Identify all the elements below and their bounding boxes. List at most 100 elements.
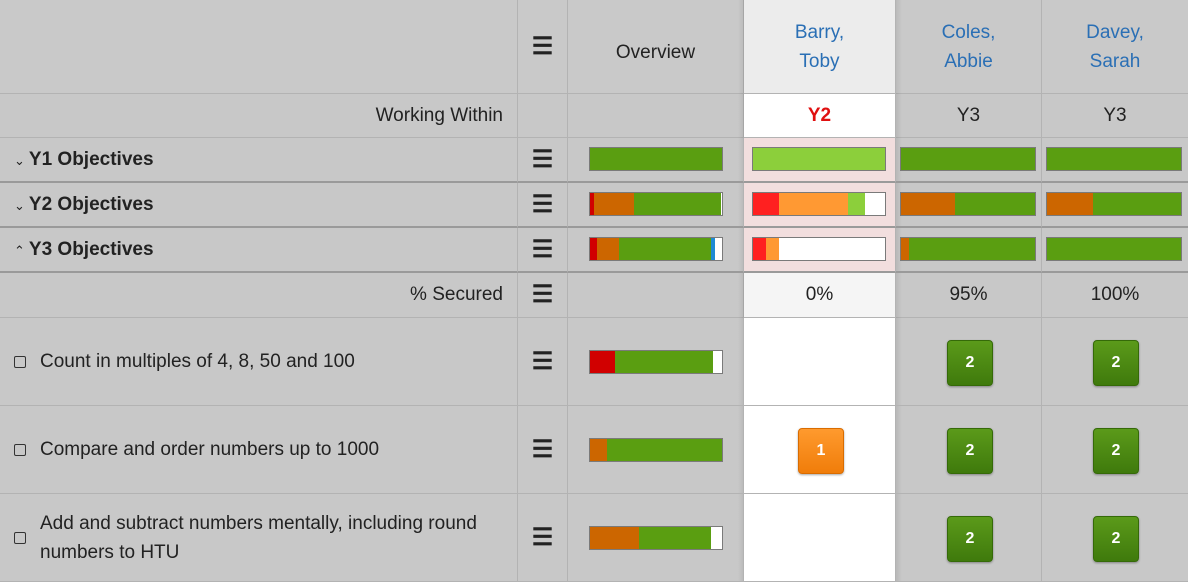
objective-checkbox[interactable] xyxy=(14,531,26,544)
group-menu-button[interactable]: ☰ xyxy=(518,228,568,273)
group-header-1[interactable]: ⌄ Y1 Objectives xyxy=(0,138,518,183)
group-pupil-bar[interactable] xyxy=(900,192,1036,216)
objective-pupil-cell[interactable] xyxy=(744,318,896,406)
white-segment xyxy=(779,238,885,260)
group-overview-cell xyxy=(568,138,744,183)
pupil-header-2[interactable]: Davey, Sarah xyxy=(1042,0,1188,94)
objective-pupil-cell[interactable] xyxy=(744,494,896,582)
working-within-value[interactable]: Y3 xyxy=(1042,94,1188,138)
group-pupil-bar[interactable] xyxy=(900,147,1036,171)
double-chevron-down-icon[interactable]: ⌄ xyxy=(14,152,25,168)
secured-menu-button[interactable]: ☰ xyxy=(518,272,568,318)
objective-row-3[interactable]: Add and subtract numbers mentally, inclu… xyxy=(0,494,518,582)
attainment-badge[interactable]: 2 xyxy=(1093,428,1139,474)
group-header-3[interactable]: ⌃ Y3 Objectives xyxy=(0,228,518,273)
header-menu-button[interactable]: ☰ xyxy=(518,0,568,94)
group-pupil-bar[interactable] xyxy=(900,237,1036,261)
objective-overview-bar[interactable] xyxy=(589,526,723,550)
group-pupil-bar[interactable] xyxy=(1046,192,1182,216)
hamburger-icon: ☰ xyxy=(531,436,554,463)
green-segment xyxy=(638,527,712,549)
red-segment xyxy=(590,238,597,260)
objective-checkbox[interactable] xyxy=(14,355,26,368)
objective-pupil-cell[interactable] xyxy=(1042,318,1188,406)
pupil-header-1[interactable]: Coles, Abbie xyxy=(896,0,1042,94)
objective-pupil-cell[interactable] xyxy=(896,406,1042,494)
green-segment xyxy=(1047,148,1181,170)
secured-overview-cell xyxy=(568,272,744,318)
green-segment xyxy=(619,238,712,260)
green-segment xyxy=(954,193,1035,215)
attainment-badge[interactable]: 2 xyxy=(947,428,993,474)
group-overview-bar[interactable] xyxy=(589,237,723,261)
group-pupil-bar[interactable] xyxy=(752,147,886,171)
objective-menu-button[interactable]: ☰ xyxy=(518,406,568,494)
light-green-segment xyxy=(848,193,866,215)
selected-column-shadow-right xyxy=(896,0,902,582)
group-pupil-bar[interactable] xyxy=(1046,237,1182,261)
orange-segment xyxy=(901,238,910,260)
light-green-segment xyxy=(753,148,885,170)
working-within-value[interactable]: Y3 xyxy=(896,94,1042,138)
white-segment xyxy=(712,351,722,373)
red-segment xyxy=(590,351,616,373)
objective-menu-button[interactable]: ☰ xyxy=(518,494,568,582)
bright-red-segment xyxy=(753,193,780,215)
green-segment xyxy=(633,193,721,215)
group-title: ⌃ Y3 Objectives xyxy=(0,239,154,261)
secured-value: 0% xyxy=(744,272,896,318)
group-pupil-cell xyxy=(896,228,1042,273)
group-label: Y3 Objectives xyxy=(28,238,154,260)
pupil-firstname: Sarah xyxy=(1089,50,1141,72)
pupil-name-link[interactable]: Davey, Sarah xyxy=(1086,18,1144,76)
group-menu-button[interactable]: ☰ xyxy=(518,138,568,183)
objective-overview-bar[interactable] xyxy=(589,350,723,374)
group-overview-bar[interactable] xyxy=(589,192,723,216)
green-segment xyxy=(1047,238,1181,260)
objective-overview-cell xyxy=(568,406,744,494)
pupil-firstname: Toby xyxy=(799,50,840,72)
group-pupil-cell xyxy=(1042,183,1188,228)
working-within-value[interactable]: Y2 xyxy=(744,94,896,138)
objective-pupil-cell[interactable] xyxy=(1042,406,1188,494)
objective-pupil-cell[interactable] xyxy=(896,318,1042,406)
objective-row-2[interactable]: Compare and order numbers up to 1000 xyxy=(0,406,518,494)
pupil-header-0[interactable]: Barry, Toby xyxy=(744,0,896,94)
header-blank xyxy=(0,0,518,94)
group-header-2[interactable]: ⌄ Y2 Objectives xyxy=(0,183,518,228)
double-chevron-up-icon[interactable]: ⌃ xyxy=(14,242,25,258)
selected-column-shadow-left xyxy=(738,0,744,582)
hamburger-icon: ☰ xyxy=(531,33,554,60)
group-pupil-bar[interactable] xyxy=(752,192,886,216)
double-chevron-down-icon[interactable]: ⌄ xyxy=(14,197,25,213)
attainment-badge[interactable]: 2 xyxy=(947,516,993,562)
pupil-firstname: Abbie xyxy=(944,50,993,72)
group-pupil-bar[interactable] xyxy=(1046,147,1182,171)
pupil-surname: Davey, xyxy=(1086,21,1144,43)
objective-checkbox[interactable] xyxy=(14,443,26,456)
pupil-name-link[interactable]: Barry, Toby xyxy=(795,18,844,76)
attainment-badge[interactable]: 2 xyxy=(1093,340,1139,386)
objective-menu-button[interactable]: ☰ xyxy=(518,318,568,406)
secured-label-cell: % Secured xyxy=(0,272,518,318)
orange-segment xyxy=(596,238,620,260)
objective-overview-cell xyxy=(568,318,744,406)
group-pupil-cell xyxy=(1042,138,1188,183)
objective-text: Compare and order numbers up to 1000 xyxy=(40,439,380,460)
white-segment xyxy=(865,193,885,215)
objective-text: Add and subtract numbers mentally, inclu… xyxy=(40,512,477,563)
green-segment xyxy=(909,238,1035,260)
green-segment xyxy=(901,148,1035,170)
objective-overview-bar[interactable] xyxy=(589,438,723,462)
attainment-badge[interactable]: 2 xyxy=(1093,516,1139,562)
group-overview-bar[interactable] xyxy=(589,147,723,171)
pupil-name-link[interactable]: Coles, Abbie xyxy=(942,18,996,76)
group-menu-button[interactable]: ☰ xyxy=(518,183,568,228)
attainment-badge[interactable]: 1 xyxy=(798,428,844,474)
hamburger-icon: ☰ xyxy=(531,236,554,263)
objective-row-1[interactable]: Count in multiples of 4, 8, 50 and 100 xyxy=(0,318,518,406)
objective-text: Count in multiples of 4, 8, 50 and 100 xyxy=(40,351,355,372)
attainment-badge[interactable]: 2 xyxy=(947,340,993,386)
group-pupil-bar[interactable] xyxy=(752,237,886,261)
group-pupil-cell xyxy=(1042,228,1188,273)
